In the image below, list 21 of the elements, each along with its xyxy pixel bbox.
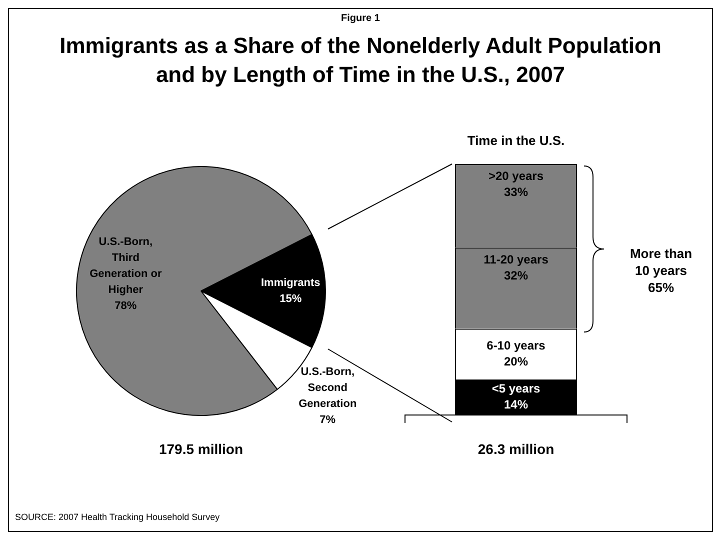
slice-label: Immigrants (260, 277, 320, 290)
data-label: 14% (504, 398, 528, 412)
caption: Figure 1 (340, 13, 381, 24)
series-label: >20 years (488, 169, 544, 184)
series-label: 6-10 years (486, 338, 546, 352)
data-label: 20% (504, 354, 528, 368)
text: 179.5 million (158, 441, 244, 457)
source-note: SOURCE: 2007 Health Tracking Household Survey (15, 512, 220, 522)
x-axis-title: 26.3 million (476, 441, 556, 457)
slice-label: U.S.-Born, Second Generation (298, 366, 357, 410)
chart-title: Immigrants as a Share of the Nonelderly Adult Population and by Length of Time in the U.S., 2007 (58, 32, 662, 89)
data-label: 7% (320, 414, 336, 426)
series-label: <5 years (492, 382, 541, 396)
series-label: 11-20 years (484, 252, 549, 266)
data-label: 32% (504, 268, 528, 282)
text: More than 10 years 65% (628, 245, 694, 296)
slice-label: U.S.-Born, Third Generation or Higher (90, 236, 162, 296)
chart-title: Time in the U.S. (466, 133, 566, 148)
data-label: 78% (114, 300, 137, 312)
data-label: 15% (280, 293, 302, 306)
data-label: 33% (504, 185, 528, 200)
